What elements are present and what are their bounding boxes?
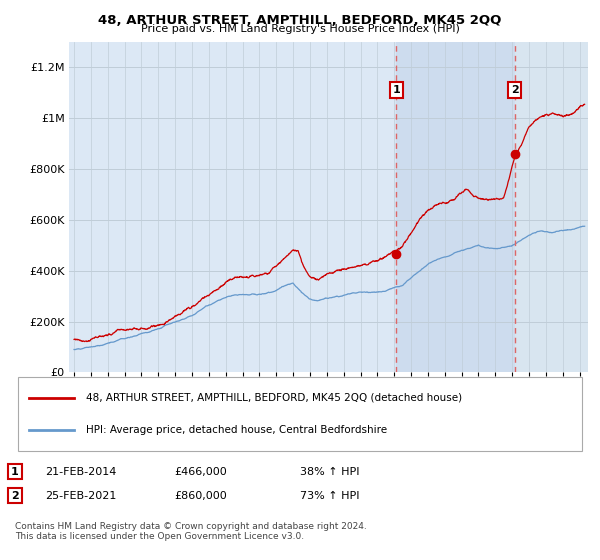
Text: £860,000: £860,000: [174, 491, 227, 501]
Text: 48, ARTHUR STREET, AMPTHILL, BEDFORD, MK45 2QQ (detached house): 48, ARTHUR STREET, AMPTHILL, BEDFORD, MK…: [86, 393, 462, 403]
Text: 2: 2: [11, 491, 19, 501]
Text: 25-FEB-2021: 25-FEB-2021: [45, 491, 116, 501]
FancyBboxPatch shape: [18, 377, 582, 451]
Text: Price paid vs. HM Land Registry's House Price Index (HPI): Price paid vs. HM Land Registry's House …: [140, 24, 460, 34]
Text: 1: 1: [11, 466, 19, 477]
Text: £466,000: £466,000: [174, 466, 227, 477]
Text: 38% ↑ HPI: 38% ↑ HPI: [300, 466, 359, 477]
Text: Contains HM Land Registry data © Crown copyright and database right 2024.
This d: Contains HM Land Registry data © Crown c…: [15, 522, 367, 542]
Text: 1: 1: [392, 85, 400, 95]
Text: 73% ↑ HPI: 73% ↑ HPI: [300, 491, 359, 501]
Bar: [397, 42, 515, 372]
Text: 48, ARTHUR STREET, AMPTHILL, BEDFORD, MK45 2QQ: 48, ARTHUR STREET, AMPTHILL, BEDFORD, MK…: [98, 14, 502, 27]
Text: 2: 2: [511, 85, 518, 95]
Text: 21-FEB-2014: 21-FEB-2014: [45, 466, 116, 477]
Text: HPI: Average price, detached house, Central Bedfordshire: HPI: Average price, detached house, Cent…: [86, 425, 387, 435]
Bar: [515, 42, 588, 372]
